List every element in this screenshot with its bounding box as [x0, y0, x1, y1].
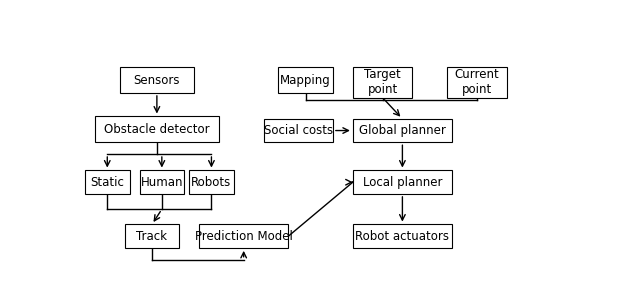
FancyBboxPatch shape: [353, 67, 412, 98]
Text: Target
point: Target point: [364, 68, 401, 96]
FancyBboxPatch shape: [353, 224, 452, 248]
FancyBboxPatch shape: [264, 119, 333, 142]
Text: Local planner: Local planner: [363, 176, 442, 189]
Text: Prediction Model: Prediction Model: [195, 230, 292, 243]
Text: Track: Track: [136, 230, 168, 243]
Text: Mapping: Mapping: [280, 74, 331, 87]
Text: Robot actuators: Robot actuators: [355, 230, 449, 243]
FancyBboxPatch shape: [85, 170, 129, 194]
FancyBboxPatch shape: [353, 119, 452, 142]
FancyBboxPatch shape: [140, 170, 184, 194]
FancyBboxPatch shape: [189, 170, 234, 194]
Text: Robots: Robots: [191, 176, 232, 189]
FancyBboxPatch shape: [447, 67, 507, 98]
Text: Obstacle detector: Obstacle detector: [104, 123, 210, 136]
Text: Static: Static: [90, 176, 124, 189]
Text: Sensors: Sensors: [134, 74, 180, 87]
Text: Global planner: Global planner: [359, 124, 446, 137]
Text: Human: Human: [141, 176, 183, 189]
FancyBboxPatch shape: [278, 67, 333, 93]
FancyBboxPatch shape: [353, 170, 452, 194]
FancyBboxPatch shape: [125, 224, 179, 248]
FancyBboxPatch shape: [95, 117, 219, 142]
FancyBboxPatch shape: [120, 67, 194, 93]
FancyBboxPatch shape: [199, 224, 288, 248]
Text: Social costs: Social costs: [264, 124, 333, 137]
Text: Current
point: Current point: [454, 68, 499, 96]
